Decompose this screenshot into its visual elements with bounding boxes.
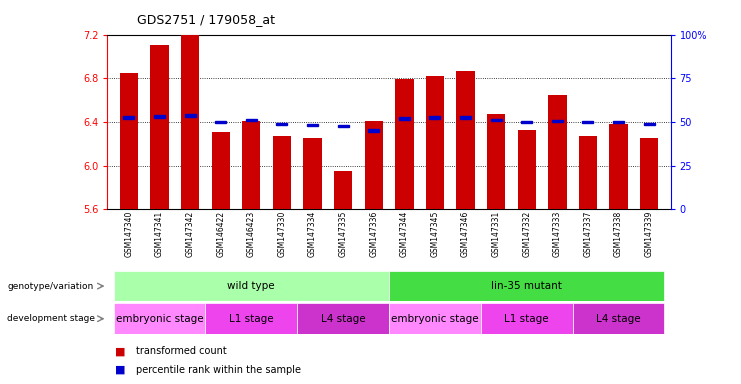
Bar bbox=[644, 123, 655, 125]
Bar bbox=[273, 136, 291, 209]
Bar bbox=[399, 118, 410, 120]
Text: transformed count: transformed count bbox=[136, 346, 226, 356]
Bar bbox=[368, 129, 379, 132]
Bar bbox=[211, 132, 230, 209]
Bar bbox=[487, 114, 505, 209]
Text: GSM147341: GSM147341 bbox=[155, 211, 164, 257]
Bar bbox=[205, 303, 297, 334]
Bar bbox=[552, 120, 563, 122]
Bar bbox=[573, 303, 665, 334]
Bar bbox=[154, 115, 165, 118]
Bar bbox=[297, 303, 389, 334]
Text: GSM147331: GSM147331 bbox=[491, 211, 501, 257]
Text: GSM147339: GSM147339 bbox=[645, 211, 654, 257]
Text: GSM147346: GSM147346 bbox=[461, 211, 470, 257]
Bar bbox=[246, 119, 257, 121]
Bar bbox=[303, 138, 322, 209]
Text: genotype/variation: genotype/variation bbox=[7, 281, 93, 291]
Bar bbox=[426, 76, 444, 209]
Text: GSM147336: GSM147336 bbox=[369, 211, 378, 257]
Bar bbox=[389, 271, 665, 301]
Text: embryonic stage: embryonic stage bbox=[391, 314, 479, 324]
Bar bbox=[242, 121, 261, 209]
Text: GSM147344: GSM147344 bbox=[400, 211, 409, 257]
Text: GSM147335: GSM147335 bbox=[339, 211, 348, 257]
Bar bbox=[579, 136, 597, 209]
Text: GSM147338: GSM147338 bbox=[614, 211, 623, 257]
Text: wild type: wild type bbox=[227, 281, 275, 291]
Text: development stage: development stage bbox=[7, 314, 96, 323]
Text: L1 stage: L1 stage bbox=[229, 314, 273, 324]
Text: L4 stage: L4 stage bbox=[321, 314, 365, 324]
Bar bbox=[613, 121, 624, 123]
Bar bbox=[185, 114, 196, 117]
Bar bbox=[481, 303, 573, 334]
Bar bbox=[491, 119, 502, 121]
Bar bbox=[365, 121, 383, 209]
Bar bbox=[123, 116, 134, 119]
Bar bbox=[113, 271, 389, 301]
Bar bbox=[521, 121, 532, 123]
Text: GSM147330: GSM147330 bbox=[277, 211, 287, 257]
Bar bbox=[276, 123, 288, 125]
Text: GDS2751 / 179058_at: GDS2751 / 179058_at bbox=[137, 13, 275, 26]
Bar bbox=[548, 94, 567, 209]
Text: embryonic stage: embryonic stage bbox=[116, 314, 203, 324]
Bar bbox=[215, 121, 226, 123]
Bar bbox=[389, 303, 481, 334]
Text: lin-35 mutant: lin-35 mutant bbox=[491, 281, 562, 291]
Text: percentile rank within the sample: percentile rank within the sample bbox=[136, 365, 301, 375]
Text: ■: ■ bbox=[115, 346, 125, 356]
Text: GSM147333: GSM147333 bbox=[553, 211, 562, 257]
Text: GSM147334: GSM147334 bbox=[308, 211, 317, 257]
Bar bbox=[640, 138, 658, 209]
Text: GSM147337: GSM147337 bbox=[583, 211, 593, 257]
Bar bbox=[150, 45, 169, 209]
Bar bbox=[517, 129, 536, 209]
Bar bbox=[113, 303, 205, 334]
Bar bbox=[609, 124, 628, 209]
Bar bbox=[430, 116, 440, 119]
Bar bbox=[456, 71, 475, 209]
Bar bbox=[338, 125, 348, 127]
Text: GSM147345: GSM147345 bbox=[431, 211, 439, 257]
Text: GSM146423: GSM146423 bbox=[247, 211, 256, 257]
Text: L4 stage: L4 stage bbox=[597, 314, 641, 324]
Text: GSM146422: GSM146422 bbox=[216, 211, 225, 257]
Bar bbox=[181, 35, 199, 209]
Text: GSM147332: GSM147332 bbox=[522, 211, 531, 257]
Bar bbox=[120, 73, 138, 209]
Bar bbox=[334, 171, 352, 209]
Text: GSM147340: GSM147340 bbox=[124, 211, 133, 257]
Bar bbox=[460, 116, 471, 119]
Bar bbox=[395, 79, 413, 209]
Text: L1 stage: L1 stage bbox=[505, 314, 549, 324]
Text: GSM147342: GSM147342 bbox=[185, 211, 195, 257]
Bar bbox=[582, 121, 594, 123]
Bar bbox=[307, 124, 318, 126]
Text: ■: ■ bbox=[115, 365, 125, 375]
